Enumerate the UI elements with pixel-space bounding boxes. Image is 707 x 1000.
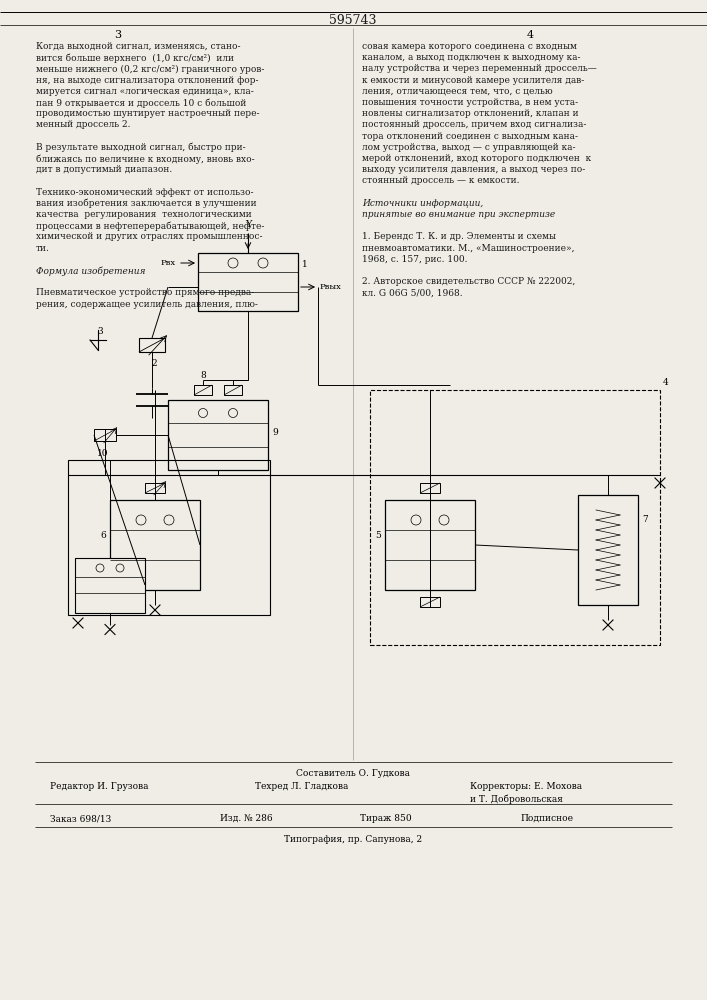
Bar: [420, 483, 440, 493]
Circle shape: [411, 515, 421, 525]
Text: постоянный дроссель, причем вход сигнализа-: постоянный дроссель, причем вход сигнали…: [362, 120, 586, 129]
Text: 3: 3: [115, 30, 122, 40]
Text: лом устройства, выход — с управляющей ка-: лом устройства, выход — с управляющей ка…: [362, 143, 575, 152]
Text: 6: 6: [100, 530, 106, 540]
Text: Заказ 698/13: Заказ 698/13: [50, 814, 111, 823]
Text: Когда выходной сигнал, изменяясь, стано-: Когда выходной сигнал, изменяясь, стано-: [36, 42, 240, 51]
Bar: [68, 460, 270, 615]
Text: Подписное: Подписное: [520, 814, 573, 823]
Text: кл. G 06G 5/00, 1968.: кл. G 06G 5/00, 1968.: [362, 288, 462, 297]
Text: Pвых: Pвых: [320, 283, 342, 291]
Bar: [194, 385, 212, 395]
Text: Источники информации,: Источники информации,: [362, 199, 484, 208]
Circle shape: [116, 564, 124, 572]
Text: 8: 8: [200, 371, 206, 380]
Circle shape: [228, 408, 238, 418]
Text: мируется сигнал «логическая единица», кла-: мируется сигнал «логическая единица», кл…: [36, 87, 254, 96]
Text: рения, содержащее усилитель давления, плю-: рения, содержащее усилитель давления, пл…: [36, 300, 258, 309]
Text: 2: 2: [151, 359, 157, 368]
Bar: [224, 385, 242, 395]
Bar: [110, 500, 200, 590]
Circle shape: [439, 515, 449, 525]
Text: пневмоавтоматики. М., «Машиностроение»,: пневмоавтоматики. М., «Машиностроение»,: [362, 244, 575, 253]
Text: тора отклонений соединен с выходным кана-: тора отклонений соединен с выходным кана…: [362, 132, 578, 141]
Text: 4: 4: [527, 30, 534, 40]
Text: Формула изобретения: Формула изобретения: [36, 266, 146, 275]
Text: ближаясь по величине к входному, вновь вхо-: ближаясь по величине к входному, вновь в…: [36, 154, 255, 163]
Bar: [578, 495, 638, 605]
Bar: [385, 500, 475, 590]
Text: ти.: ти.: [36, 244, 50, 253]
Text: к емкости и минусовой камере усилителя дав-: к емкости и минусовой камере усилителя д…: [362, 76, 584, 85]
Text: Техред Л. Гладкова: Техред Л. Гладкова: [255, 782, 349, 791]
Circle shape: [96, 564, 104, 572]
Text: Редактор И. Грузова: Редактор И. Грузова: [50, 782, 148, 791]
Bar: [168, 400, 268, 470]
Text: Типография, пр. Сапунова, 2: Типография, пр. Сапунова, 2: [284, 835, 422, 844]
Text: Корректоры: Е. Мохова: Корректоры: Е. Мохова: [470, 782, 582, 791]
Text: принятые во внимание при экспертизе: принятые во внимание при экспертизе: [362, 210, 555, 219]
Text: проводимостью шунтирует настроечный пере-: проводимостью шунтирует настроечный пере…: [36, 109, 259, 118]
Circle shape: [164, 515, 174, 525]
Text: вания изобретения заключается в улучшении: вания изобретения заключается в улучшени…: [36, 199, 257, 208]
Text: 3: 3: [97, 328, 103, 336]
Text: дит в допустимый диапазон.: дит в допустимый диапазон.: [36, 165, 173, 174]
Text: мерой отклонений, вход которого подключен  к: мерой отклонений, вход которого подключе…: [362, 154, 591, 163]
Text: В результате выходной сигнал, быстро при-: В результате выходной сигнал, быстро при…: [36, 143, 245, 152]
Text: совая камера которого соединена с входным: совая камера которого соединена с входны…: [362, 42, 577, 51]
Bar: [75, 558, 145, 612]
Text: Изд. № 286: Изд. № 286: [220, 814, 273, 823]
Text: ления, отличающееся тем, что, с целью: ления, отличающееся тем, что, с целью: [362, 87, 553, 96]
Text: 1: 1: [302, 260, 308, 269]
Text: вится больше верхнего  (1,0 кгс/см²)  или: вится больше верхнего (1,0 кгс/см²) или: [36, 53, 234, 63]
Text: 10: 10: [98, 449, 109, 458]
Bar: [139, 338, 165, 352]
Circle shape: [199, 408, 207, 418]
Bar: [94, 429, 116, 441]
Text: процессами в нефтеперерабатывающей, нефте-: процессами в нефтеперерабатывающей, нефт…: [36, 221, 264, 231]
Circle shape: [136, 515, 146, 525]
Text: выходу усилителя давления, а выход через по-: выходу усилителя давления, а выход через…: [362, 165, 585, 174]
Bar: [420, 597, 440, 607]
Text: 1968, с. 157, рис. 100.: 1968, с. 157, рис. 100.: [362, 255, 467, 264]
Text: химической и других отраслях промышленнос-: химической и других отраслях промышленно…: [36, 232, 262, 241]
Text: Составитель О. Гудкова: Составитель О. Гудкова: [296, 769, 410, 778]
Text: повышения точности устройства, в нем уста-: повышения точности устройства, в нем уст…: [362, 98, 578, 107]
Text: менный дроссель 2.: менный дроссель 2.: [36, 120, 131, 129]
Text: 4: 4: [663, 378, 669, 387]
Text: 1. Берендс Т. К. и др. Элементы и схемы: 1. Берендс Т. К. и др. Элементы и схемы: [362, 232, 556, 241]
Text: 9: 9: [272, 428, 278, 437]
Text: меньше нижнего (0,2 кгс/см²) граничного уров-: меньше нижнего (0,2 кгс/см²) граничного …: [36, 64, 264, 74]
Text: Тираж 850: Тираж 850: [360, 814, 411, 823]
Circle shape: [258, 258, 268, 268]
Bar: [145, 483, 165, 493]
Text: качества  регулирования  технологическими: качества регулирования технологическими: [36, 210, 252, 219]
Text: Технико-экономический эффект от использо-: Технико-экономический эффект от использо…: [36, 188, 254, 197]
Text: 2. Авторское свидетельство СССР № 222002,: 2. Авторское свидетельство СССР № 222002…: [362, 277, 575, 286]
Text: 5: 5: [375, 530, 381, 540]
Text: новлены сигнализатор отклонений, клапан и: новлены сигнализатор отклонений, клапан …: [362, 109, 578, 118]
Bar: [198, 253, 298, 311]
Text: Пневматическое устройство прямого предва-: Пневматическое устройство прямого предва…: [36, 288, 255, 297]
Text: пан 9 открывается и дроссель 10 с большой: пан 9 открывается и дроссель 10 с большо…: [36, 98, 246, 107]
Text: стоянный дроссель — к емкости.: стоянный дроссель — к емкости.: [362, 176, 520, 185]
Text: каналом, а выход подключен к выходному ка-: каналом, а выход подключен к выходному к…: [362, 53, 580, 62]
Text: Pвх: Pвх: [161, 259, 176, 267]
Bar: [370, 390, 660, 645]
Text: 595743: 595743: [329, 13, 377, 26]
Text: налу устройства и через переменный дроссель—: налу устройства и через переменный дросс…: [362, 64, 597, 73]
Text: и Т. Добровольская: и Т. Добровольская: [470, 794, 563, 804]
Circle shape: [228, 258, 238, 268]
Text: 7: 7: [642, 516, 648, 524]
Text: ня, на выходе сигнализатора отклонений фор-: ня, на выходе сигнализатора отклонений ф…: [36, 76, 259, 85]
Text: Y: Y: [245, 220, 251, 229]
